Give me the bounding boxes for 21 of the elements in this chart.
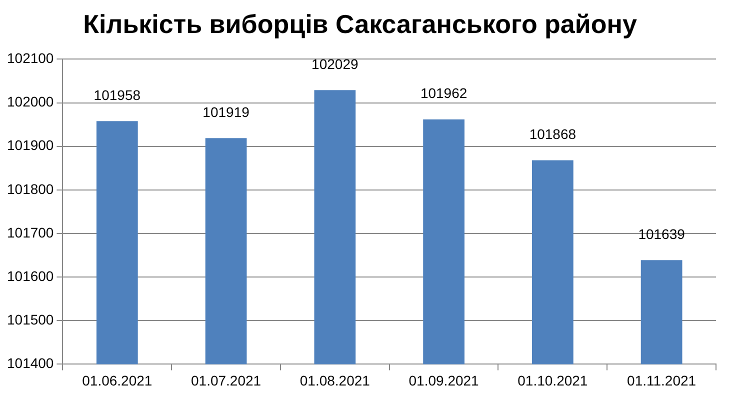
data-label: 101962 xyxy=(420,85,468,102)
chart-title: Кількість виборців Саксаганського району xyxy=(83,8,638,39)
data-label: 101639 xyxy=(638,226,686,242)
data-label: 101919 xyxy=(202,104,250,120)
y-tick-label: 101800 xyxy=(7,180,54,197)
data-label: 101868 xyxy=(529,126,576,142)
y-tick-label: 102100 xyxy=(7,50,54,66)
y-tick-label: 101700 xyxy=(7,224,54,240)
x-tick-label: 01.11.2021 xyxy=(627,372,696,388)
y-tick-label: 101600 xyxy=(7,268,54,284)
x-tick-label: 01.09.2021 xyxy=(408,372,480,388)
y-tick-label: 102000 xyxy=(7,94,54,110)
data-label: 102029 xyxy=(312,56,358,72)
x-tick-label: 01.10.2021 xyxy=(518,372,588,388)
x-tick-label: 01.06.2021 xyxy=(82,372,152,388)
y-tick-label: 101900 xyxy=(7,137,54,154)
x-tick-label: 01.08.2021 xyxy=(300,372,370,388)
y-tick-label: 101500 xyxy=(7,311,54,328)
y-tick-label: 101400 xyxy=(7,355,54,372)
data-label: 101958 xyxy=(94,86,141,103)
x-tick-label: 01.07.2021 xyxy=(191,372,262,388)
